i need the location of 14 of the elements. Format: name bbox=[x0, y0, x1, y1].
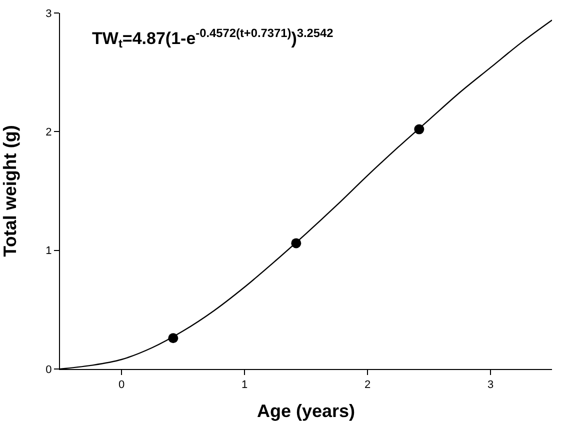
y-tick-label: 3 bbox=[46, 8, 52, 20]
x-tick-label: 3 bbox=[487, 379, 494, 392]
x-tick-label: 1 bbox=[241, 379, 248, 392]
y-tick-label: 2 bbox=[46, 126, 52, 139]
x-axis-title: Age (years) bbox=[256, 401, 356, 421]
y-tick-label: 1 bbox=[46, 245, 52, 258]
annotation: TW$_{t}$=4.87(1-e$^{-0.4572(t+0.7371)}$)$^{3.2542}$ bbox=[92, 26, 334, 51]
point bbox=[414, 124, 424, 134]
point bbox=[168, 333, 178, 344]
x-tick-label: 0 bbox=[118, 379, 125, 392]
x-tick-label: 2 bbox=[364, 379, 371, 392]
y-tick-label: 0 bbox=[46, 364, 52, 376]
y-axis-title: Total weight (g) bbox=[0, 125, 20, 257]
point bbox=[291, 238, 302, 248]
